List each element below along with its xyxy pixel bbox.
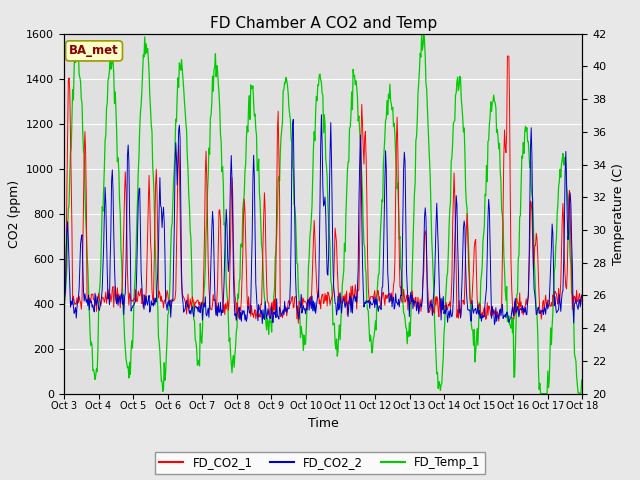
Y-axis label: CO2 (ppm): CO2 (ppm) xyxy=(8,180,20,248)
X-axis label: Time: Time xyxy=(308,417,339,430)
Legend: FD_CO2_1, FD_CO2_2, FD_Temp_1: FD_CO2_1, FD_CO2_2, FD_Temp_1 xyxy=(155,452,485,474)
Text: BA_met: BA_met xyxy=(69,44,119,58)
Title: FD Chamber A CO2 and Temp: FD Chamber A CO2 and Temp xyxy=(209,16,437,31)
Y-axis label: Temperature (C): Temperature (C) xyxy=(612,163,625,264)
